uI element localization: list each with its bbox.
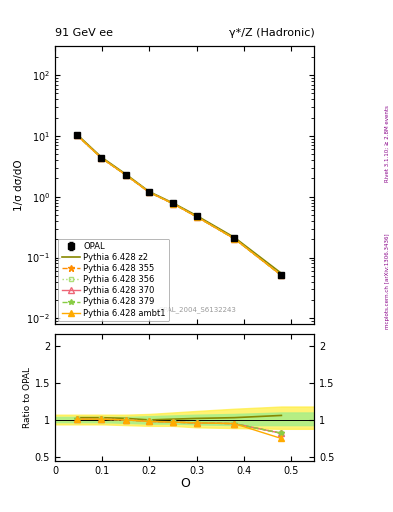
Pythia 6.428 379: [99, 155, 104, 161]
Pythia 6.428 379: [194, 214, 199, 220]
Pythia 6.428 379: [232, 236, 237, 242]
Pythia 6.428 ambt1: [194, 214, 199, 220]
Pythia 6.428 ambt1: [75, 132, 79, 138]
Pythia 6.428 370: [147, 189, 152, 196]
Pythia 6.428 z2: [232, 234, 237, 241]
Pythia 6.428 355: [75, 132, 79, 138]
Text: γ*/Z (Hadronic): γ*/Z (Hadronic): [229, 28, 314, 38]
Pythia 6.428 379: [75, 132, 79, 138]
Line: Pythia 6.428 355: Pythia 6.428 355: [74, 132, 285, 279]
Pythia 6.428 379: [279, 272, 284, 279]
Legend: OPAL, Pythia 6.428 z2, Pythia 6.428 355, Pythia 6.428 356, Pythia 6.428 370, Pyt: OPAL, Pythia 6.428 z2, Pythia 6.428 355,…: [58, 239, 169, 321]
Pythia 6.428 ambt1: [279, 272, 284, 279]
Pythia 6.428 379: [147, 189, 152, 196]
Pythia 6.428 370: [279, 272, 284, 279]
Pythia 6.428 z2: [99, 154, 104, 160]
Pythia 6.428 356: [123, 172, 128, 178]
Pythia 6.428 z2: [279, 270, 284, 276]
Pythia 6.428 355: [171, 201, 175, 207]
Pythia 6.428 356: [99, 155, 104, 161]
Pythia 6.428 370: [75, 132, 79, 138]
Line: Pythia 6.428 379: Pythia 6.428 379: [74, 133, 284, 278]
Pythia 6.428 ambt1: [123, 172, 128, 178]
Pythia 6.428 356: [232, 236, 237, 242]
Pythia 6.428 355: [99, 155, 104, 161]
Line: Pythia 6.428 356: Pythia 6.428 356: [75, 133, 284, 278]
Pythia 6.428 ambt1: [232, 236, 237, 242]
X-axis label: O: O: [180, 477, 190, 490]
Pythia 6.428 370: [194, 214, 199, 220]
Pythia 6.428 370: [232, 236, 237, 242]
Line: Pythia 6.428 370: Pythia 6.428 370: [74, 133, 284, 278]
Pythia 6.428 z2: [194, 212, 199, 219]
Line: Pythia 6.428 z2: Pythia 6.428 z2: [77, 135, 281, 273]
Pythia 6.428 370: [123, 172, 128, 178]
Pythia 6.428 356: [147, 189, 152, 196]
Text: 91 GeV ee: 91 GeV ee: [55, 28, 113, 38]
Pythia 6.428 z2: [75, 132, 79, 138]
Pythia 6.428 ambt1: [171, 201, 175, 207]
Pythia 6.428 356: [75, 132, 79, 138]
Text: Rivet 3.1.10; ≥ 2.8M events: Rivet 3.1.10; ≥ 2.8M events: [385, 105, 389, 182]
Pythia 6.428 356: [279, 272, 284, 279]
Pythia 6.428 370: [171, 201, 175, 207]
Pythia 6.428 355: [194, 214, 199, 220]
Text: OPAL_2004_S6132243: OPAL_2004_S6132243: [159, 306, 237, 313]
Pythia 6.428 356: [194, 214, 199, 220]
Y-axis label: Ratio to OPAL: Ratio to OPAL: [23, 367, 32, 428]
Text: mcplots.cern.ch [arXiv:1306.3436]: mcplots.cern.ch [arXiv:1306.3436]: [385, 234, 389, 329]
Pythia 6.428 355: [232, 236, 237, 242]
Pythia 6.428 z2: [147, 188, 152, 195]
Pythia 6.428 355: [147, 189, 152, 196]
Pythia 6.428 ambt1: [99, 155, 104, 161]
Pythia 6.428 z2: [123, 171, 128, 177]
Pythia 6.428 355: [123, 172, 128, 178]
Pythia 6.428 379: [123, 172, 128, 178]
Pythia 6.428 379: [171, 201, 175, 207]
Pythia 6.428 ambt1: [147, 189, 152, 196]
Pythia 6.428 355: [279, 272, 284, 279]
Pythia 6.428 356: [171, 201, 175, 207]
Y-axis label: 1/σ dσ/dO: 1/σ dσ/dO: [13, 159, 24, 211]
Pythia 6.428 370: [99, 155, 104, 161]
Line: Pythia 6.428 ambt1: Pythia 6.428 ambt1: [74, 133, 284, 278]
Pythia 6.428 z2: [171, 200, 175, 206]
